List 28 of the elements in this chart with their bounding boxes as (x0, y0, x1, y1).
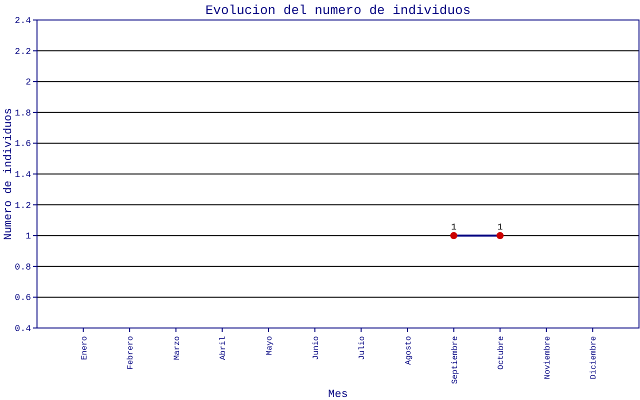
y-tick-label: 1.2 (14, 200, 31, 211)
x-tick-label: Noviembre (543, 336, 552, 380)
x-tick-label: Octubre (497, 336, 506, 370)
x-tick-label: Marzo (172, 336, 182, 360)
y-tick-label: 2 (26, 78, 31, 88)
y-tick-label: 1 (26, 232, 31, 242)
y-tick-label: 2.2 (14, 46, 31, 57)
y-tick-label: 1.4 (14, 170, 31, 180)
data-label: 1 (451, 222, 456, 233)
x-tick-label: Abril (219, 336, 228, 360)
x-tick-label: Febrero (126, 336, 136, 370)
x-tick-label: Junio (312, 336, 321, 360)
x-tick-label: Enero (80, 336, 90, 360)
y-axis-title: Numero de individuos (3, 108, 15, 240)
y-tick-label: 2.4 (14, 16, 31, 26)
y-tick-label: 1.8 (14, 108, 31, 118)
data-label: 1 (497, 222, 503, 233)
y-tick-label: 1.6 (14, 139, 31, 150)
x-tick-label: Agosto (404, 336, 414, 365)
x-tick-label: Julio (358, 336, 368, 360)
x-tick-label: Septiembre (450, 336, 460, 384)
chart-title: Evolucion del numero de individuos (205, 3, 471, 18)
y-tick-label: 0.6 (14, 293, 31, 304)
x-tick-label: Mayo (266, 336, 275, 356)
y-tick-label: 0.4 (14, 324, 31, 334)
y-tick-label: 0.8 (14, 262, 31, 272)
x-axis-title: Mes (328, 389, 348, 400)
x-tick-label: Diciembre (590, 336, 599, 380)
